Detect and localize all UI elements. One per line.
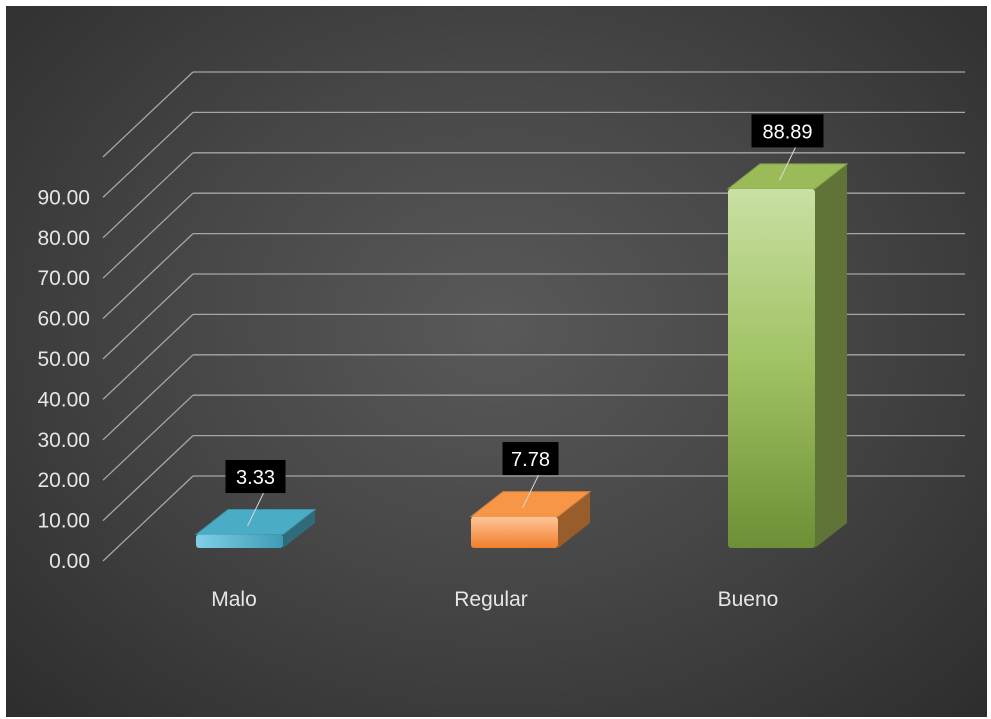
bar-chart: 0.00 10.00 20.00 30.00 40.00 50.00 60.00 70.00 8… — [37, 71, 965, 611]
gridline-depth — [102, 273, 194, 360]
bar — [471, 516, 558, 548]
chart-area: 0.00 10.00 20.00 30.00 40.00 50.00 60.00 70.00 8… — [6, 6, 987, 717]
gridline-depth — [102, 111, 194, 198]
x-tick-label: Bueno — [718, 588, 779, 611]
gridline-depth — [102, 435, 194, 522]
leader-line — [247, 492, 264, 527]
bar — [196, 534, 283, 548]
bar-side — [283, 509, 315, 548]
y-axis: 0.00 10.00 20.00 30.00 40.00 50.00 60.00 70.00 8… — [37, 186, 90, 573]
data-label: 3.33 — [236, 467, 275, 489]
y-tick-label: 90.00 — [37, 186, 90, 209]
y-tick-label: 70.00 — [37, 267, 90, 290]
y-tick-label: 60.00 — [37, 308, 90, 331]
data-labels: 3.33 7.78 88.89 — [225, 114, 824, 527]
gridline-depth — [102, 475, 194, 562]
gridline-depth — [102, 233, 194, 320]
data-label-box — [502, 442, 559, 476]
x-tick-label: Malo — [211, 588, 257, 611]
gridline-depth — [102, 192, 194, 279]
y-tick-label: 30.00 — [37, 429, 90, 452]
x-axis: Malo Regular Bueno — [211, 588, 778, 611]
y-tick-label: 20.00 — [37, 469, 90, 492]
bar-side — [558, 491, 590, 548]
data-label-box — [225, 460, 286, 494]
bars — [194, 163, 849, 548]
y-tick-label: 0.00 — [49, 550, 90, 573]
data-label-box — [751, 114, 824, 148]
gridline-depth — [102, 152, 194, 239]
gridline-depth — [102, 313, 194, 400]
y-tick-label: 10.00 — [37, 510, 90, 533]
gridline-depth — [102, 354, 194, 441]
y-tick-label: 40.00 — [37, 388, 90, 411]
y-tick-label: 50.00 — [37, 348, 90, 371]
x-tick-label: Regular — [454, 588, 528, 611]
bar-side — [815, 163, 847, 548]
bar — [728, 188, 815, 548]
data-label: 7.78 — [511, 449, 550, 471]
gridline-depth — [102, 71, 194, 158]
leader-line — [522, 474, 539, 509]
y-tick-label: 80.00 — [37, 227, 90, 250]
leader-line — [779, 147, 796, 181]
data-label: 88.89 — [762, 121, 812, 143]
gridline-depth — [102, 394, 194, 481]
